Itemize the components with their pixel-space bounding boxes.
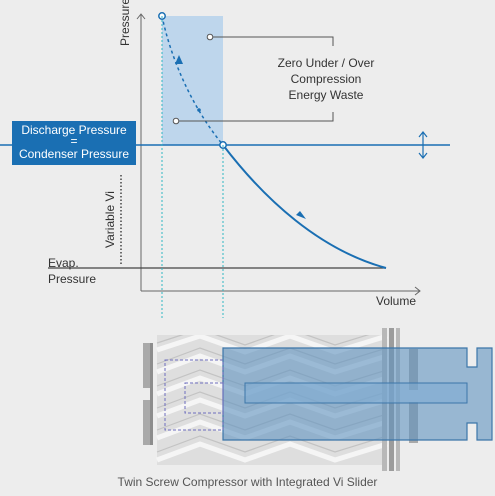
evap-pressure-label-line2: Pressure	[48, 272, 97, 286]
waste-annotation-line3: Energy Waste	[288, 88, 364, 102]
left-plate-shade	[150, 343, 153, 445]
x-axis-arrow	[414, 286, 421, 296]
screw-rotor-mask-top	[150, 318, 390, 335]
compressor-illustration	[143, 318, 493, 479]
figure-caption: Twin Screw Compressor with Integrated Vi…	[117, 475, 378, 489]
expansion-arrow-icon	[296, 211, 306, 219]
leader-line-top	[213, 36, 334, 46]
compression-dot	[197, 108, 201, 112]
vi-slider-inner	[244, 382, 468, 404]
compression-arrow-icon	[175, 55, 183, 64]
y-axis-arrow	[136, 13, 146, 20]
axis-y-label: Pressure	[118, 0, 132, 46]
discharge-pressure-label: Discharge Pressure	[21, 123, 127, 137]
discharge-pressure-box: Discharge Pressure = Condenser Pressure	[12, 121, 136, 165]
leader-dot-top	[206, 33, 214, 41]
axis-x-label: Volume	[376, 294, 417, 308]
compression-curve	[161, 15, 224, 146]
variable-vi-label: Variable Vi	[103, 191, 117, 248]
screw-rotor-mask-bottom	[150, 465, 390, 479]
equals-sign: =	[70, 134, 78, 148]
port-outline-inner	[184, 382, 224, 414]
waste-annotation-line2: Compression	[290, 72, 362, 86]
expansion-curve	[222, 144, 387, 269]
discharge-adjust-arrow-icon	[418, 131, 428, 159]
evap-pressure-label-line1: Evap.	[48, 256, 79, 270]
leader-line-bottom	[179, 112, 334, 122]
left-plate-lower	[143, 400, 153, 445]
leader-dot-bottom	[172, 117, 180, 125]
compression-zone-shade	[162, 16, 223, 145]
condenser-pressure-label: Condenser Pressure	[18, 147, 130, 161]
left-plate-upper	[143, 343, 153, 388]
waste-annotation-line1: Zero Under / Over	[277, 56, 375, 70]
